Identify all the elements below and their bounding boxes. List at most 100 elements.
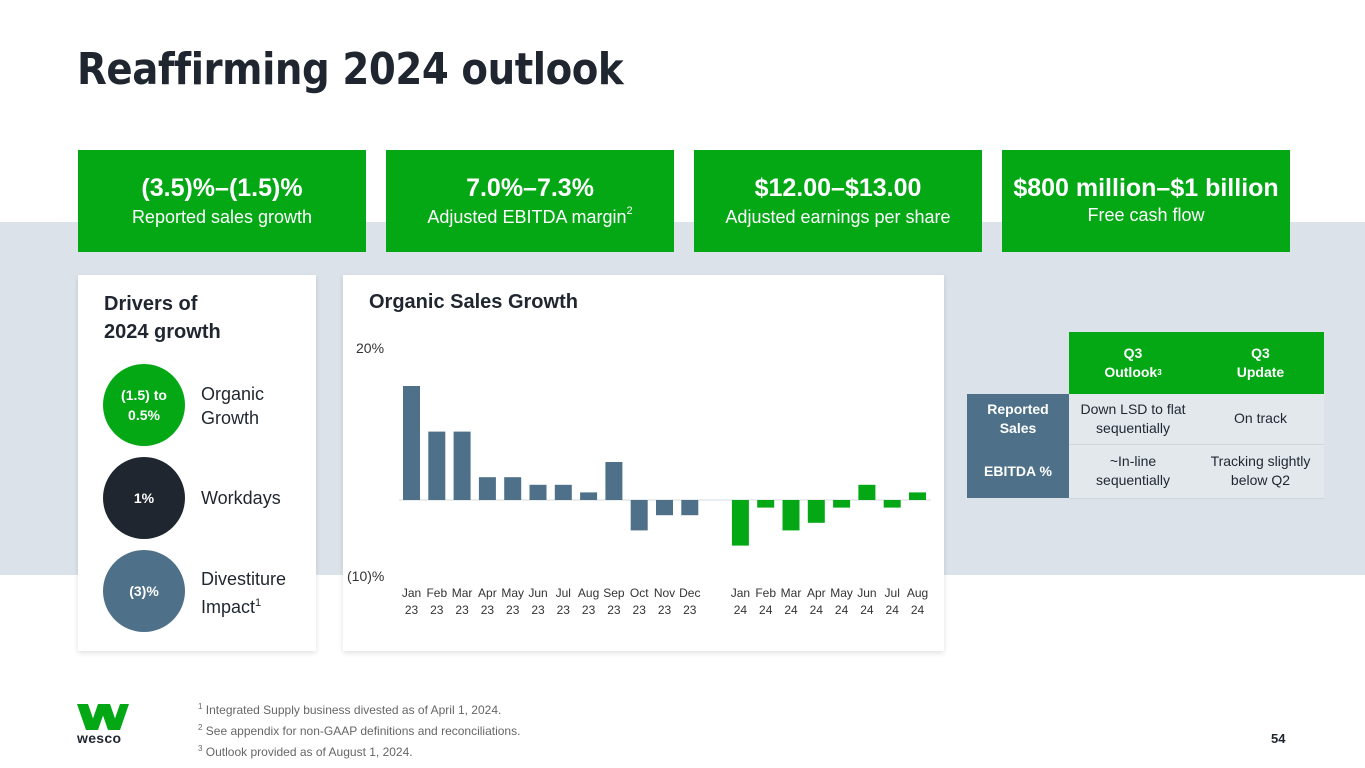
q3-outlook-table: Q3 Outlook3 Q3 Update Reported Sales Down L… bbox=[967, 332, 1324, 499]
bar-aug-23 bbox=[580, 492, 598, 500]
bar-feb-24 bbox=[757, 500, 775, 508]
bar-aug-24 bbox=[909, 492, 926, 500]
x-axis-labels: Jan 23 Feb 23 Mar 23 Apr 23 May 23 Jun 23 Jul 23 Aug 23… bbox=[402, 586, 928, 617]
table-cell: ~In-line sequentially bbox=[1069, 444, 1197, 499]
organic-growth-circle: (1.5) to 0.5% bbox=[103, 364, 185, 446]
divestiture-label: Divestiture Impact1 bbox=[201, 569, 287, 617]
kpi-card-free-cash-flow: $800 million–$1 billion Free cash flow bbox=[1002, 150, 1290, 252]
bar-may-23 bbox=[504, 477, 522, 500]
header-q3-outlook: Q3 Outlook3 bbox=[1069, 332, 1197, 394]
bar-jun-24 bbox=[858, 484, 876, 500]
x-tick-year: 23 bbox=[481, 603, 495, 617]
x-tick-year: 24 bbox=[784, 603, 798, 617]
footnote-ref: 1 bbox=[255, 597, 262, 609]
x-tick-month: Mar bbox=[781, 586, 802, 600]
x-tick-month: Dec bbox=[679, 586, 700, 600]
bar-oct-23 bbox=[630, 500, 648, 531]
x-tick-year: 24 bbox=[759, 603, 773, 617]
kpi-value: (3.5)%–(1.5)% bbox=[141, 174, 303, 202]
footnote-ref: 2 bbox=[626, 205, 633, 217]
x-tick-month: May bbox=[501, 586, 524, 600]
workdays-circle: 1% bbox=[103, 457, 185, 539]
footnote: 2 See appendix for non-GAAP definitions … bbox=[198, 723, 521, 738]
x-tick-year: 24 bbox=[835, 603, 849, 617]
y-tick-label-bottom: (10)% bbox=[347, 568, 384, 584]
x-tick-year: 23 bbox=[531, 603, 545, 617]
page-number: 54 bbox=[1271, 731, 1286, 746]
table-cell: Tracking slightly below Q2 bbox=[1197, 444, 1324, 499]
table-row: EBITDA % ~In-line sequentially Tracking s… bbox=[967, 444, 1324, 499]
x-tick-month: Jun bbox=[857, 586, 876, 600]
x-tick-month: Jul bbox=[885, 586, 900, 600]
x-tick-year: 23 bbox=[658, 603, 672, 617]
bar-mar-23 bbox=[453, 431, 471, 500]
x-tick-month: Oct bbox=[630, 586, 649, 600]
bar-mar-24 bbox=[782, 500, 800, 531]
kpi-label: Free cash flow bbox=[1087, 205, 1205, 225]
x-tick-year: 23 bbox=[506, 603, 520, 617]
bar-sep-23 bbox=[605, 462, 623, 500]
kpi-value: 7.0%–7.3% bbox=[466, 174, 594, 202]
x-tick-month: Apr bbox=[478, 586, 497, 600]
bar-apr-24 bbox=[807, 500, 825, 523]
x-tick-year: 24 bbox=[734, 603, 748, 617]
kpi-card-eps: $12.00–$13.00 Adjusted earnings per shar… bbox=[694, 150, 982, 252]
kpi-label: Adjusted EBITDA margin2 bbox=[427, 205, 633, 227]
kpi-label: Adjusted earnings per share bbox=[725, 207, 951, 227]
x-tick-year: 24 bbox=[911, 603, 925, 617]
table-row: Reported Sales Down LSD to flat sequential… bbox=[967, 394, 1324, 445]
table-corner bbox=[967, 332, 1069, 394]
brand-name: wesco bbox=[77, 730, 122, 746]
x-tick-month: Feb bbox=[755, 586, 776, 600]
drivers-title: Drivers of 2024 growth bbox=[104, 293, 221, 343]
x-tick-month: Jan bbox=[402, 586, 421, 600]
x-tick-year: 23 bbox=[455, 603, 469, 617]
x-tick-year: 23 bbox=[683, 603, 697, 617]
y-tick-label-top: 20% bbox=[356, 340, 384, 356]
x-tick-month: May bbox=[830, 586, 853, 600]
x-tick-year: 23 bbox=[557, 603, 571, 617]
x-tick-month: Nov bbox=[654, 586, 675, 600]
chart-title: Organic Sales Growth bbox=[369, 291, 578, 313]
page-title: Reaffirming 2024 outlook bbox=[77, 44, 624, 95]
kpi-value: $12.00–$13.00 bbox=[754, 174, 922, 202]
bar-jan-23 bbox=[403, 386, 420, 500]
x-tick-month: Aug bbox=[907, 586, 928, 600]
header-q3-update: Q3 Update bbox=[1197, 332, 1324, 394]
footnote: 3 Outlook provided as of August 1, 2024. bbox=[198, 744, 413, 759]
bar-jul-23 bbox=[554, 484, 572, 500]
x-tick-month: Feb bbox=[426, 586, 447, 600]
x-tick-month: Aug bbox=[578, 586, 599, 600]
bar-jun-23 bbox=[529, 484, 547, 500]
table-cell: Down LSD to flat sequentially bbox=[1069, 394, 1197, 445]
divestiture-circle: (3)% bbox=[103, 550, 185, 632]
x-tick-month: Jun bbox=[528, 586, 547, 600]
table-cell: On track bbox=[1197, 394, 1324, 445]
kpi-label: Reported sales growth bbox=[131, 207, 313, 227]
x-tick-month: Sep bbox=[603, 586, 625, 600]
drivers-card: Drivers of 2024 growth (1.5) to 0.5% Organ… bbox=[78, 275, 316, 651]
row-header-reported-sales: Reported Sales bbox=[967, 394, 1069, 444]
x-tick-year: 23 bbox=[405, 603, 419, 617]
bar-dec-23 bbox=[681, 500, 699, 516]
organic-growth-label: Organic Growth bbox=[201, 384, 265, 428]
bar-apr-23 bbox=[478, 477, 496, 500]
kpi-card-ebitda-margin: 7.0%–7.3% Adjusted EBITDA margin2 bbox=[386, 150, 674, 252]
bar-jul-24 bbox=[883, 500, 901, 508]
x-tick-year: 23 bbox=[582, 603, 596, 617]
x-tick-year: 23 bbox=[633, 603, 647, 617]
workdays-label: Workdays bbox=[201, 488, 281, 508]
chart-svg: 20% (10)% Jan 23 Feb 23 Mar 23 Apr 23 May 23 Jun 23… bbox=[347, 340, 931, 617]
bars-group bbox=[399, 386, 931, 546]
bar-may-24 bbox=[833, 500, 851, 508]
x-tick-year: 23 bbox=[607, 603, 621, 617]
bar-nov-23 bbox=[656, 500, 673, 516]
bar-jan-24 bbox=[731, 500, 749, 546]
x-tick-year: 24 bbox=[886, 603, 900, 617]
row-header-ebitda: EBITDA % bbox=[967, 444, 1069, 498]
kpi-card-sales-growth: (3.5)%–(1.5)% Reported sales growth bbox=[78, 150, 366, 252]
footnotes: 1 Integrated Supply business divested as… bbox=[198, 698, 520, 761]
x-tick-year: 24 bbox=[810, 603, 824, 617]
wesco-logo-icon bbox=[77, 704, 129, 730]
bar-feb-23 bbox=[428, 431, 446, 500]
